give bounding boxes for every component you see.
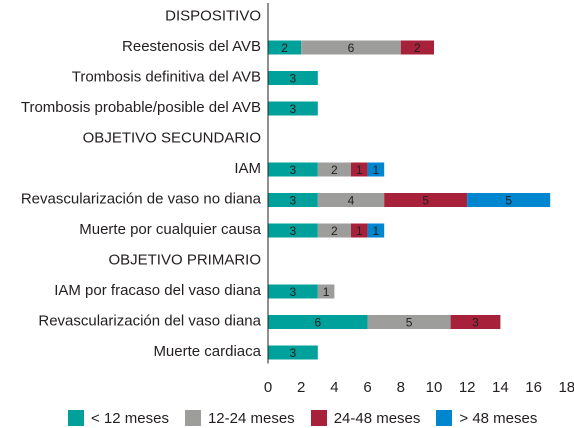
bar-value-label: 1	[373, 224, 380, 238]
category-label: IAM por fracaso del vaso diana	[54, 282, 261, 299]
bar-value-label: 1	[356, 163, 363, 177]
x-tick-label: 14	[492, 379, 509, 396]
bar-segment	[268, 223, 318, 238]
x-tick-label: 4	[330, 379, 338, 396]
category-label: Trombosis probable/posible del AVB	[21, 99, 261, 116]
bar-segment	[268, 193, 318, 207]
bar-value-label: 3	[472, 316, 479, 330]
bar-value-label: 2	[331, 224, 338, 238]
bar-value-label: 3	[290, 72, 297, 86]
bar-segment	[400, 40, 434, 55]
category-label: OBJETIVO SECUNDARIO	[83, 130, 261, 147]
bar-segment	[351, 223, 368, 238]
bar-segment	[268, 40, 302, 55]
bar-segment	[268, 162, 318, 177]
legend-label: 24-48 meses	[333, 409, 421, 427]
x-tick-label: 0	[264, 379, 272, 396]
bar-segment	[317, 284, 335, 299]
x-tick-labels: 0 2 4 6 8 10 12 14 16 18	[264, 379, 574, 396]
legend-item: 12-24 meses	[184, 409, 295, 427]
category-label: Revascularización de vaso no diana	[21, 191, 262, 208]
bar-value-label: 5	[406, 316, 413, 330]
legend-label: < 12 meses	[91, 409, 169, 427]
bar-value-label: 3	[290, 224, 297, 238]
bar-segment	[268, 101, 318, 116]
category-label: DISPOSITIVO	[165, 8, 261, 25]
legend-swatch	[68, 410, 84, 426]
bar-segment	[268, 284, 318, 299]
legend-swatch	[310, 410, 327, 426]
legend-item: 24-48 meses	[310, 409, 421, 427]
bar-segment	[367, 315, 451, 329]
category-label: Muerte por cualquier causa	[79, 221, 261, 238]
bar-value-label: 2	[414, 41, 421, 55]
x-tick-label: 18	[558, 379, 574, 396]
bar-segment	[301, 40, 401, 55]
bar-value-label: 3	[290, 194, 297, 208]
legend-swatch	[436, 410, 453, 426]
x-tick-label: 12	[459, 379, 476, 396]
bar-value-label: 1	[356, 224, 363, 238]
bar-value-label: 4	[348, 194, 355, 208]
bar-segment	[268, 315, 368, 329]
bar-segment	[384, 193, 468, 207]
category-label: OBJETIVO PRIMARIO	[108, 252, 261, 269]
category-label: IAM	[234, 160, 261, 177]
legend-swatch	[184, 410, 201, 426]
bar-value-label: 6	[348, 41, 355, 55]
legend-label: 12-24 meses	[207, 409, 295, 427]
legend-label: > 48 meses	[459, 409, 538, 427]
bar-segment	[317, 162, 351, 177]
bar-segment	[351, 162, 368, 177]
bar-value-label: 1	[373, 163, 380, 177]
bar-segment	[317, 223, 351, 238]
category-label: Muerte cardiaca	[153, 343, 261, 360]
category-label: Revascularización del vaso diana	[38, 313, 261, 330]
x-tick-label: 10	[426, 379, 443, 396]
bar-value-label: 6	[314, 316, 321, 330]
bar-value-label: 3	[290, 163, 297, 177]
bar-segment	[268, 345, 318, 360]
legend-item: > 48 meses	[436, 410, 537, 427]
bar-segment	[367, 223, 385, 238]
x-tick-label: 16	[525, 379, 542, 396]
bar-segment	[317, 193, 385, 207]
bar-value-label: 5	[422, 194, 429, 208]
legend-item: < 12 meses	[68, 410, 169, 427]
bar-segment	[367, 162, 385, 177]
bar-value-label: 2	[281, 41, 288, 55]
bar-value-label: 5	[505, 194, 512, 208]
bar-segment	[467, 193, 551, 207]
category-label: Reestenosis del AVB	[122, 38, 261, 55]
legend: < 12 meses 12-24 meses 24-48 meses > 48 mes…	[68, 408, 537, 428]
bar-value-label: 2	[331, 163, 338, 177]
category-label: Trombosis definitiva del AVB	[72, 69, 261, 86]
bar-value-label: 3	[290, 285, 297, 299]
bar-segment	[450, 315, 501, 329]
x-tick-label: 2	[297, 379, 305, 396]
category-labels: DISPOSITIVO Reestenosis del AVB Trombosis …	[21, 8, 262, 361]
x-tick-label: 8	[397, 379, 405, 396]
bar-value-label: 3	[290, 346, 297, 360]
bar-value-label: 3	[290, 102, 297, 116]
x-tick-label: 6	[363, 379, 371, 396]
bar-value-label: 1	[323, 285, 330, 299]
bar-segment	[268, 71, 318, 85]
